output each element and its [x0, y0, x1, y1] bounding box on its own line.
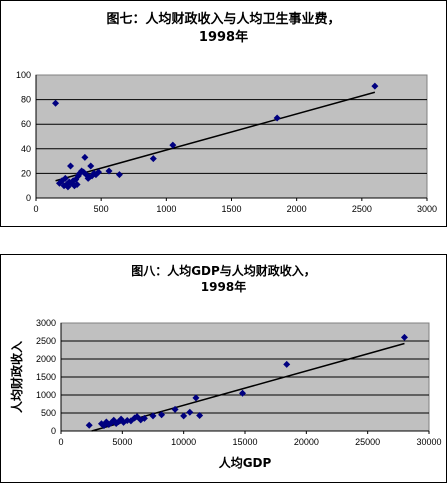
x-tick-label: 25000 — [355, 437, 380, 447]
x-tick-label: 1500 — [221, 204, 241, 214]
data-point — [171, 405, 179, 413]
data-point — [131, 414, 139, 422]
y-tick-label: 2500 — [36, 336, 56, 346]
x-tick-label: 0 — [58, 437, 63, 447]
y-tick-label: 3000 — [36, 318, 56, 328]
y-axis-label: 人均财政收入 — [9, 341, 24, 413]
data-point — [73, 180, 81, 188]
chart-title-line1: 图八：人均GDP与人均财政收入， — [131, 264, 316, 278]
y-tick-label: 100 — [16, 70, 31, 80]
x-tick-label: 30000 — [416, 437, 441, 447]
data-point — [180, 412, 188, 420]
x-tick-label: 10000 — [171, 437, 196, 447]
data-point — [400, 333, 408, 341]
data-point — [85, 421, 93, 429]
chart-panel-2: 图八：人均GDP与人均财政收入， 1998年 0 500 1000 1500 2000 2… — [0, 254, 447, 483]
chart-title: 图七：人均财政收入与人均卫生事业费， 1998年 — [1, 11, 446, 47]
y-tick-label: 60 — [21, 119, 31, 129]
chart-panel-1: 图七：人均财政收入与人均卫生事业费， 1998年 0 20 40 60 80 100 0 50… — [0, 0, 447, 227]
y-tick-label: 0 — [26, 193, 31, 203]
data-point — [115, 171, 123, 179]
data-point — [67, 162, 75, 170]
data-point — [127, 417, 135, 425]
x-tick-label: 15000 — [232, 437, 257, 447]
x-tick-label: 5000 — [112, 437, 132, 447]
x-tick-label: 20000 — [294, 437, 319, 447]
data-point — [149, 412, 157, 420]
data-point — [140, 414, 148, 422]
data-point — [95, 168, 103, 176]
data-point — [52, 99, 60, 107]
data-point — [123, 417, 131, 425]
x-tick-label: 2000 — [287, 204, 307, 214]
data-point — [81, 153, 89, 161]
y-tick-label: 1000 — [36, 390, 56, 400]
chart-title: 图八：人均GDP与人均财政收入， 1998年 — [1, 263, 446, 295]
trendline — [55, 91, 376, 182]
data-point — [169, 141, 177, 149]
y-tick-label: 2000 — [36, 354, 56, 364]
data-point — [283, 360, 291, 368]
x-tick-label: 0 — [33, 204, 38, 214]
x-axis-label: 人均GDP — [219, 455, 272, 470]
y-tick-label: 0 — [51, 426, 56, 436]
chart-title-line1: 图七：人均财政收入与人均卫生事业费， — [106, 12, 341, 27]
data-point — [110, 416, 118, 424]
y-tick-label: 40 — [21, 144, 31, 154]
y-tick-label: 1500 — [36, 372, 56, 382]
x-tick-label: 500 — [94, 204, 109, 214]
data-point — [186, 408, 194, 416]
data-point — [87, 162, 95, 170]
data-point — [61, 174, 69, 182]
y-tick-label: 500 — [41, 408, 56, 418]
data-point — [158, 411, 166, 419]
data-point — [239, 389, 247, 397]
data-point — [120, 418, 128, 426]
x-tick-label: 2500 — [352, 204, 372, 214]
x-tick-label: 3000 — [417, 204, 437, 214]
data-point — [105, 167, 113, 175]
chart-title-line2: 1998年 — [198, 30, 249, 45]
data-point — [149, 155, 157, 163]
data-point — [371, 82, 379, 90]
y-tick-label: 20 — [21, 168, 31, 178]
y-tick-label: 80 — [21, 95, 31, 105]
data-point — [192, 394, 200, 402]
chart-title-line2: 1998年 — [200, 280, 247, 294]
x-tick-label: 1000 — [156, 204, 176, 214]
data-point — [196, 412, 204, 420]
data-point — [273, 114, 281, 122]
